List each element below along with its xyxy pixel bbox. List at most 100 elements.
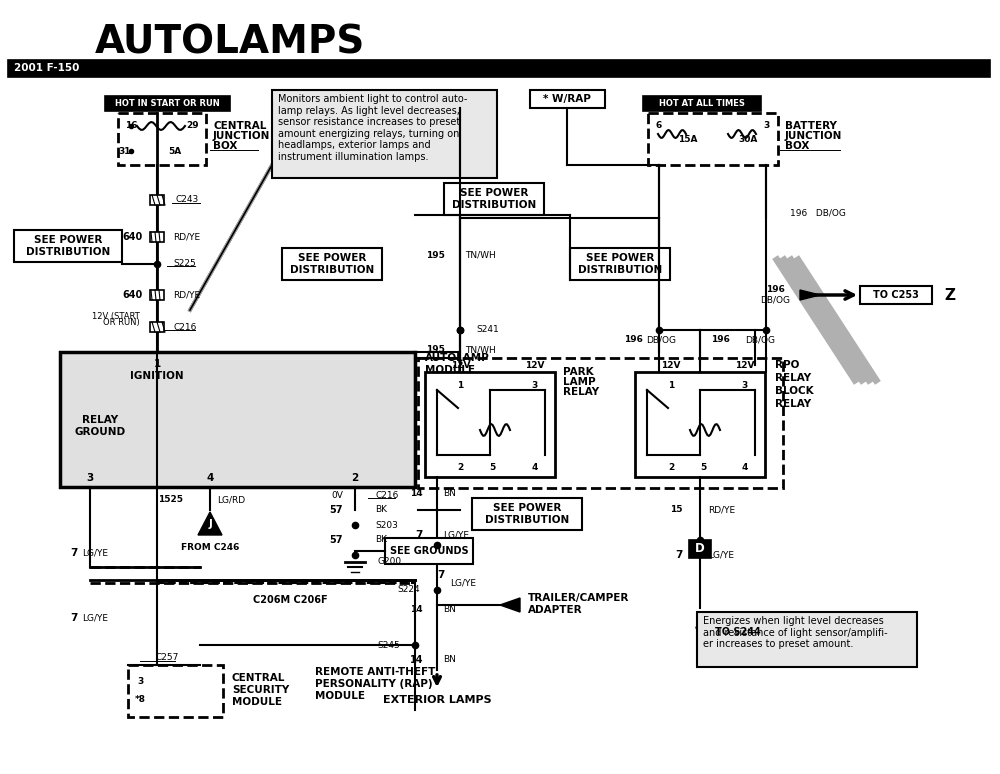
- Text: S224: S224: [397, 585, 420, 594]
- Text: CENTRAL: CENTRAL: [232, 673, 285, 683]
- Text: SEE POWER
DISTRIBUTION: SEE POWER DISTRIBUTION: [452, 188, 536, 210]
- Text: AUTOLAMPS: AUTOLAMPS: [95, 23, 365, 61]
- Text: 12V (START: 12V (START: [92, 311, 140, 320]
- Text: HOT IN START OR RUN: HOT IN START OR RUN: [115, 98, 219, 108]
- Text: MODULE: MODULE: [315, 691, 365, 701]
- Text: Energizes when light level decreases
and resistance of light sensor/amplifi-
er : Energizes when light level decreases and…: [703, 616, 888, 649]
- Bar: [105, 96, 230, 111]
- Bar: [472, 498, 582, 530]
- Bar: [689, 540, 711, 558]
- Text: 15A: 15A: [678, 135, 698, 143]
- Text: 30A: 30A: [738, 135, 758, 143]
- Bar: [570, 248, 670, 280]
- Text: C216: C216: [173, 323, 196, 331]
- Text: 29: 29: [187, 122, 199, 131]
- Text: RPO: RPO: [775, 360, 799, 370]
- Text: *8: *8: [134, 696, 146, 704]
- Text: BLOCK: BLOCK: [775, 386, 814, 396]
- Text: S203: S203: [375, 520, 398, 529]
- Text: TN/WH: TN/WH: [465, 345, 496, 354]
- Text: 7: 7: [416, 530, 423, 540]
- Text: BOX: BOX: [785, 141, 809, 151]
- Text: RD/YE: RD/YE: [708, 505, 735, 515]
- Text: REMOTE ANTI-THEFT: REMOTE ANTI-THEFT: [315, 667, 435, 677]
- Text: 5: 5: [700, 464, 706, 472]
- Text: AUTOLAMP: AUTOLAMP: [425, 353, 490, 363]
- Text: Monitors ambient light to control auto-
lamp relays. As light level decreases,
s: Monitors ambient light to control auto- …: [278, 94, 467, 162]
- Text: * W/RAP: * W/RAP: [543, 94, 591, 104]
- Text: 3: 3: [86, 473, 94, 483]
- Text: PARK: PARK: [563, 367, 594, 377]
- Bar: [643, 96, 761, 111]
- Text: RD/YE: RD/YE: [173, 232, 200, 241]
- Text: 196   DB/OG: 196 DB/OG: [790, 208, 846, 217]
- Text: C206M C206F: C206M C206F: [253, 595, 327, 605]
- Text: 12V: 12V: [525, 361, 545, 369]
- Bar: [635, 372, 765, 477]
- Text: RELAY: RELAY: [775, 399, 811, 409]
- Text: J: J: [208, 519, 212, 529]
- Text: TRAILER/CAMPER: TRAILER/CAMPER: [528, 593, 629, 603]
- Text: 7: 7: [71, 548, 78, 558]
- Text: BK: BK: [375, 505, 387, 515]
- Text: BK: BK: [375, 536, 387, 544]
- Text: LG/RD: LG/RD: [217, 495, 245, 505]
- Bar: [444, 183, 544, 215]
- Text: BN: BN: [443, 605, 456, 615]
- Text: 12V: 12V: [451, 361, 471, 369]
- Text: 14: 14: [410, 655, 423, 665]
- Text: 14: 14: [410, 605, 423, 615]
- Text: RELAY: RELAY: [563, 387, 599, 397]
- Text: SEE POWER
DISTRIBUTION: SEE POWER DISTRIBUTION: [485, 503, 569, 525]
- Text: 3: 3: [742, 381, 748, 389]
- Text: IGNITION: IGNITION: [130, 371, 184, 381]
- Text: D: D: [695, 543, 705, 556]
- Text: 57: 57: [330, 505, 343, 515]
- Text: 7: 7: [676, 550, 683, 560]
- Bar: [128, 665, 223, 717]
- Text: 31: 31: [119, 146, 131, 156]
- Text: 4: 4: [206, 473, 214, 483]
- Text: LG/YE: LG/YE: [450, 578, 476, 587]
- Text: 3: 3: [137, 677, 143, 687]
- Bar: [648, 113, 778, 165]
- Text: Z: Z: [944, 287, 956, 303]
- Bar: [860, 286, 932, 304]
- Text: S245: S245: [377, 641, 400, 649]
- Text: TN/WH: TN/WH: [465, 251, 496, 259]
- Bar: [150, 290, 164, 300]
- Text: DB/OG: DB/OG: [646, 335, 676, 344]
- Text: S225: S225: [173, 259, 196, 269]
- Text: 196: 196: [766, 286, 784, 294]
- Text: JUNCTION: JUNCTION: [785, 131, 842, 141]
- Text: 7: 7: [438, 570, 445, 580]
- Polygon shape: [800, 290, 820, 300]
- Text: RELAY: RELAY: [775, 373, 811, 383]
- Text: PERSONALITY (RAP): PERSONALITY (RAP): [315, 679, 433, 689]
- Polygon shape: [500, 598, 520, 612]
- Text: LG/YE: LG/YE: [82, 614, 108, 622]
- Text: 7: 7: [71, 613, 78, 623]
- Text: 0V: 0V: [331, 491, 343, 499]
- Text: 2001 F-150: 2001 F-150: [14, 63, 79, 73]
- Bar: [385, 538, 473, 564]
- Bar: [697, 612, 917, 667]
- Text: BN: BN: [443, 488, 456, 498]
- Text: 3: 3: [532, 381, 538, 389]
- Text: TO C253: TO C253: [873, 290, 919, 300]
- Text: 4: 4: [532, 464, 538, 472]
- Text: DB/OG: DB/OG: [745, 335, 775, 344]
- Text: LG/YE: LG/YE: [443, 530, 469, 539]
- Text: MODULE: MODULE: [232, 697, 282, 707]
- Text: 2: 2: [351, 473, 359, 483]
- Text: 16: 16: [125, 122, 137, 131]
- Bar: [118, 113, 206, 165]
- Bar: [272, 90, 497, 178]
- Text: C243: C243: [175, 196, 198, 204]
- Text: FROM C246: FROM C246: [181, 543, 239, 553]
- Text: 1: 1: [668, 381, 674, 389]
- Text: EXTERIOR LAMPS: EXTERIOR LAMPS: [383, 695, 491, 705]
- Text: BN: BN: [443, 656, 456, 665]
- Bar: [530, 90, 605, 108]
- Text: 196: 196: [624, 335, 643, 344]
